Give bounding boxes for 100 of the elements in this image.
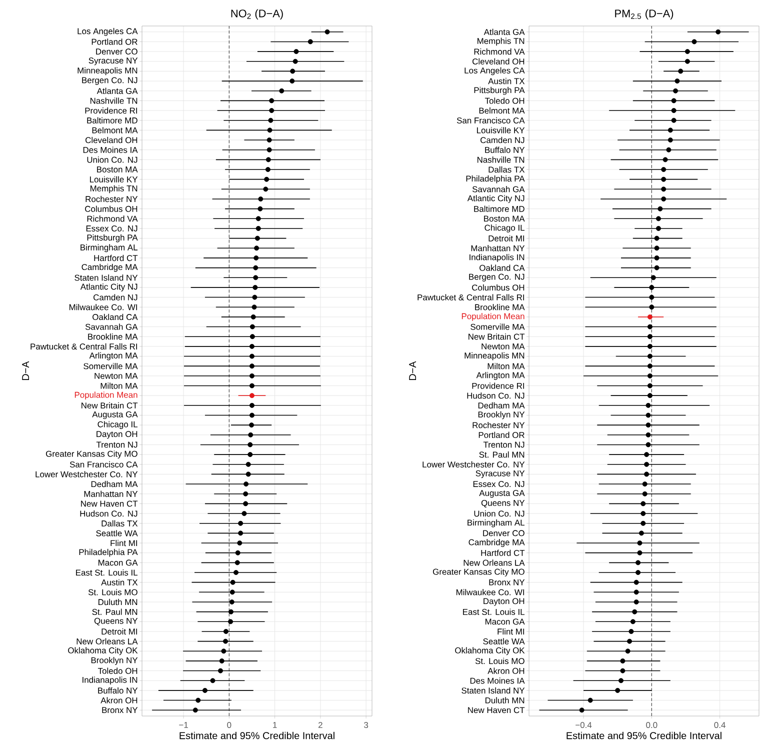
y-tick-label: New Britain CT — [82, 402, 138, 409]
y-tick-label: New Orleans LA — [76, 638, 138, 644]
y-tick-label: Essex Co. NJ — [86, 225, 138, 232]
y-tick-label: New Britain CT — [468, 333, 525, 340]
y-tick-label: Boston MA — [484, 216, 525, 222]
y-tick-label: Greater Kansas City MO — [432, 568, 524, 576]
y-tick-label: Bronx NY — [489, 579, 525, 586]
y-tick-label: Indianapolis IN — [82, 676, 138, 685]
y-tick-label: Austin TX — [101, 579, 138, 586]
y-tick-label: Los Angeles CA — [78, 28, 138, 36]
y-tick-label: San Francisco CA — [70, 461, 138, 468]
y-tick-label: Dedham MA — [91, 480, 138, 488]
y-tick-label: Belmont MA — [479, 107, 525, 114]
y-tick-label: Pawtucket & Central Falls RI — [30, 343, 138, 350]
y-tick-label: Arlington MA — [89, 352, 138, 360]
y-tick-label: Philadelphia PA — [79, 548, 138, 557]
y-tick-label: Rochester NY — [472, 422, 525, 428]
y-tick-label: Atlantic City NJ — [80, 284, 138, 292]
y-tick-label: Oklahoma City OK — [455, 647, 525, 656]
y-tick-label: Rochester NY — [86, 196, 138, 202]
y-tick-label: Augusta GA — [479, 490, 525, 498]
y-tick-label: Milwaukee Co. WI — [456, 589, 524, 596]
x-tick-label: −1 — [179, 722, 188, 728]
y-tick-label: Birmingham AL — [468, 519, 524, 528]
y-tick-label: Oklahoma City OK — [68, 647, 138, 656]
y-tick-label: Queens NY — [481, 500, 525, 508]
y-tick-label: Dallas TX — [102, 520, 138, 526]
y-tick-label: Macon GA — [98, 560, 138, 566]
y-tick-label: Louisville KY — [477, 127, 525, 134]
y-tick-label: Lower Westchester Co. NY — [422, 461, 525, 468]
chart-title: PM$_{2.5}$ (D−A) — [615, 9, 674, 20]
y-tick-label: Oakland CA — [480, 264, 525, 271]
y-tick-label: Newton MA — [94, 372, 138, 379]
y-tick-label: Cambridge MA — [468, 539, 525, 547]
y-tick-label: Somerville MA — [470, 324, 525, 330]
y-tick-label: Population Mean — [462, 312, 524, 321]
y-tick-label: Austin TX — [488, 78, 525, 84]
y-tick-label: East St. Louis IL — [76, 569, 138, 576]
y-tick-label: St. Paul MN — [92, 608, 138, 615]
y-tick-label: Belmont MA — [92, 127, 138, 134]
y-tick-label: Savannah GA — [472, 186, 525, 192]
y-tick-label: Flint MI — [498, 628, 524, 635]
x-tick-label: 0.4 — [714, 722, 726, 728]
y-tick-label: Louisville KY — [90, 176, 138, 182]
y-tick-label: Baltimore MD — [87, 117, 138, 124]
y-tick-label: Atlantic City NJ — [467, 195, 524, 203]
y-tick-label: Portland OR — [92, 38, 138, 45]
y-tick-label: Toledo OH — [98, 668, 138, 674]
y-tick-label: Bronx NY — [102, 707, 138, 714]
y-tick-label: Providence RI — [85, 107, 138, 114]
y-tick-label: Dayton OH — [484, 598, 524, 606]
y-tick-label: New Haven CT — [468, 707, 525, 714]
y-tick-label: Camden NJ — [94, 294, 138, 300]
y-tick-label: Philadelphia PA — [466, 175, 525, 184]
y-tick-label: Columbus OH — [85, 206, 138, 212]
x-tick-label: 2 — [318, 722, 322, 728]
y-tick-label: Seattle WA — [483, 638, 525, 644]
y-tick-label: Savannah GA — [85, 324, 138, 330]
x-tick-label: 1 — [273, 722, 277, 728]
y-tick-label: Memphis TN — [90, 185, 138, 194]
y-tick-label: Portland OR — [478, 432, 524, 438]
y-tick-label: Duluth MN — [485, 697, 524, 704]
y-tick-label: Indianapolis IN — [470, 254, 524, 262]
y-tick-label: Atlanta GA — [96, 88, 138, 94]
y-tick-label: New Haven CT — [81, 500, 138, 507]
y-tick-label: Hudson Co. NJ — [80, 510, 138, 517]
y-tick-label: Columbus OH — [472, 284, 524, 291]
y-tick-label: Lower Westchester Co. NY — [36, 471, 138, 478]
y-tick-label: Nashville TN — [477, 156, 524, 163]
y-tick-label: Minneapolis MN — [464, 352, 524, 360]
y-tick-label: Denver CO — [483, 530, 524, 536]
y-tick-label: Milton MA — [100, 382, 138, 389]
y-tick-label: Memphis TN — [478, 38, 524, 46]
y-tick-label: Camden NJ — [480, 136, 524, 144]
y-tick-label: New Orleans LA — [464, 560, 525, 566]
y-tick-label: Des Moines IA — [470, 678, 525, 684]
y-tick-label: Atlanta GA — [484, 28, 525, 35]
y-tick-label: Toledo OH — [484, 98, 524, 104]
y-tick-label: Detroit MI — [102, 628, 138, 635]
y-tick-label: Syracuse NY — [88, 58, 138, 66]
y-tick-label: Queens NY — [94, 618, 138, 626]
y-tick-label: Bergen Co. NJ — [469, 274, 524, 282]
y-tick-label: Hartford CT — [481, 550, 525, 556]
y-tick-label: Macon GA — [485, 618, 525, 625]
y-tick-label: San Francisco CA — [456, 117, 525, 124]
y-tick-label: Hartford CT — [94, 254, 138, 262]
y-tick-label: Akron OH — [488, 668, 524, 674]
y-tick-label: Trenton NJ — [483, 442, 524, 448]
x-axis-title: Estimate and 95% Credible Interval — [566, 732, 722, 740]
y-tick-label: Hudson Co. NJ — [467, 392, 524, 399]
y-tick-label: Minneapolis MN — [78, 67, 138, 76]
y-tick-label: Buffalo NY — [485, 146, 525, 153]
y-tick-label: Greater Kansas City MO — [46, 450, 138, 458]
y-tick-label: Des Moines IA — [83, 146, 138, 153]
y-tick-label: Los Angeles CA — [464, 67, 525, 76]
y-axis-title: D−A — [409, 361, 416, 380]
y-tick-label: Milton MA — [488, 362, 525, 370]
y-tick-label: Pawtucket & Central Falls RI — [418, 294, 524, 300]
x-tick-label: −0.4 — [576, 722, 592, 728]
y-tick-label: Richmond VA — [474, 48, 525, 55]
